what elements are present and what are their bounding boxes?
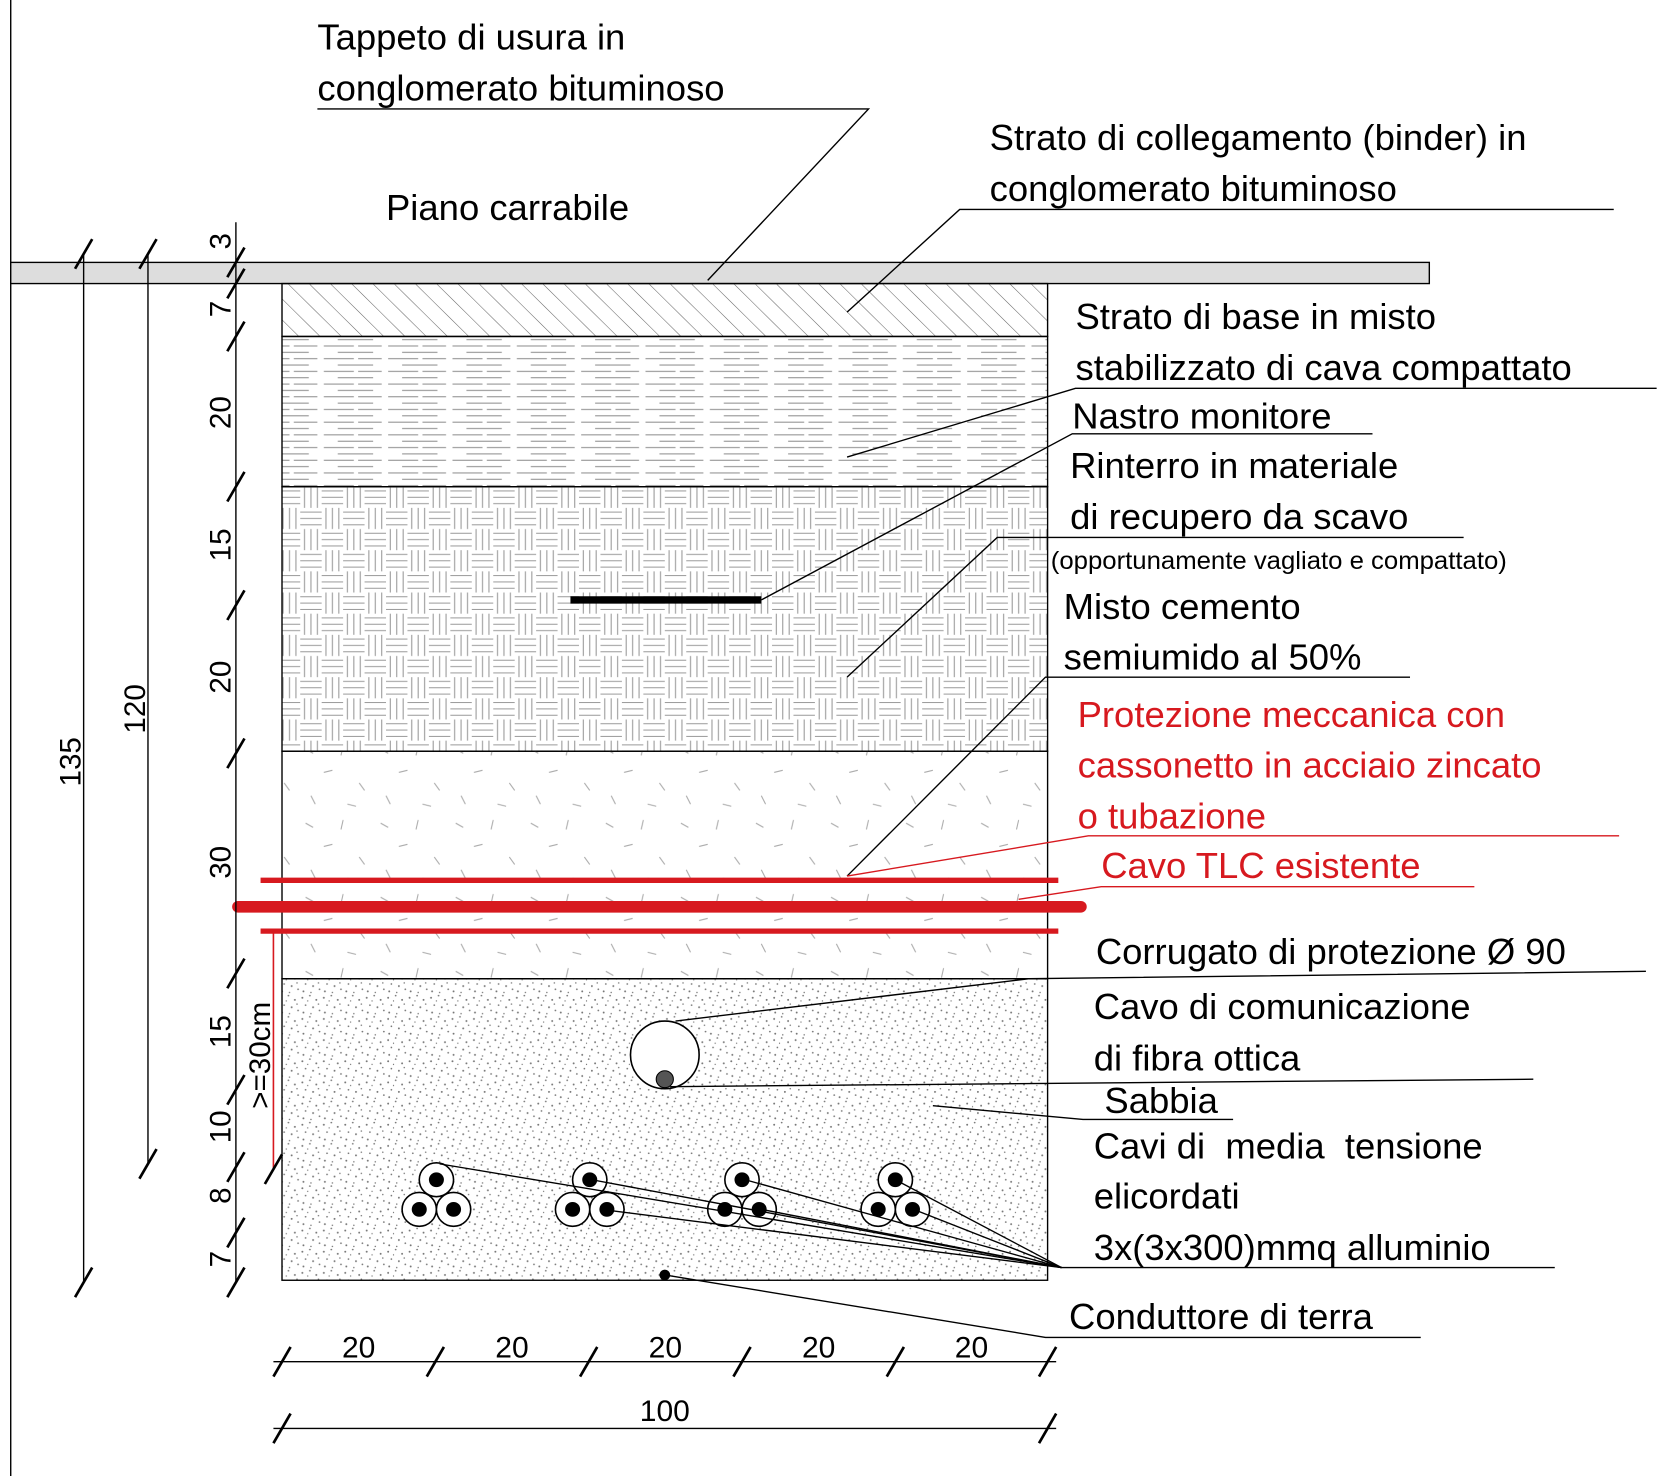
cable-core [428,1172,444,1188]
cable-core [904,1201,920,1217]
red-leaders [846,835,1620,901]
label: conglomerato bituminoso [990,168,1397,209]
label: Cavo TLC esistente [1101,845,1420,886]
cable-core [446,1201,462,1217]
dim-label: 20 [204,396,237,429]
dim-tick [226,1074,246,1106]
dim-label: 20 [204,661,237,694]
dim-label: 30 [204,846,237,879]
dim-label: 15 [204,528,237,561]
dim-tick [226,268,246,300]
dim-tick [226,957,246,989]
cable-core [870,1201,886,1217]
cable-core [599,1201,615,1217]
dim-label: 20 [649,1332,682,1365]
label: o tubazione [1078,796,1266,837]
cable-core [751,1201,767,1217]
dim-tick [226,1266,246,1298]
dim-tick [226,1151,246,1183]
conduit [629,1020,700,1090]
backfill-layer [281,486,1049,752]
dim-label: 15 [204,1015,237,1048]
label: Rinterro in materiale [1070,445,1398,486]
dim-label: 120 [119,684,152,733]
concrete-layer [281,750,1049,980]
dim-tick [138,1148,158,1180]
dim-label: 20 [955,1332,988,1365]
label: semiumido al 50% [1064,637,1362,678]
clearance-label: >=30cm [244,1002,277,1109]
dim-tick [226,589,246,621]
dim-label: 100 [640,1395,690,1428]
cable-core [582,1172,598,1188]
drawing: 3 7 20 15 20 30 15 10 8 7 20 20 20 20 20 Tappeto di us… [10,0,1657,1476]
dim-label: 8 [204,1187,237,1203]
dim-label: 10 [204,1110,237,1143]
label: Nastro monitore [1072,396,1331,437]
dim-tick [226,246,246,278]
dim-label: 7 [204,1251,237,1267]
dim-tick [263,1153,284,1185]
label: conglomerato bituminoso [317,68,724,109]
label: Conduttore di terra [1069,1296,1374,1337]
label: Cavo di comunicazione [1094,986,1471,1027]
cable-core [411,1201,427,1217]
label: di fibra ottica [1094,1038,1301,1079]
road-surface [10,261,1431,285]
dim-tick [226,737,246,769]
label: Strato di collegamento (binder) in [990,117,1527,158]
label: Strato di base in misto [1075,296,1436,337]
dim-label: 7 [204,301,237,317]
leaders [317,108,1657,1339]
cable-core [565,1201,581,1217]
dim-label: 20 [495,1332,528,1365]
cable-core [887,1172,903,1188]
dim-tick [226,471,246,503]
binder-layer [281,282,1049,338]
label: Tappeto di usura in [317,17,625,58]
label: di recupero da scavo [1070,496,1408,537]
dim-tick [73,238,94,270]
fiber-cable [655,1070,674,1089]
label: (opportunamente vagliato e compattato) [1051,547,1507,575]
dim-label: 135 [54,737,87,786]
label: Cavi di media tensione [1094,1126,1483,1167]
label: Piano carrabile [386,187,629,228]
mv-cables [401,1162,931,1228]
label: stabilizzato di cava compattato [1075,347,1571,388]
dim-tick [226,1217,246,1249]
label: Sabbia [1104,1080,1218,1121]
dim-label: 3 [204,233,237,249]
dim-tick [138,238,158,270]
label: Misto cemento [1064,586,1301,627]
dim-tick [73,1266,94,1298]
dim-label: 20 [342,1332,375,1365]
label: elicordati [1094,1176,1240,1217]
dim-label: 20 [802,1332,835,1365]
cable-core [734,1172,750,1188]
dim-tick [226,320,246,352]
label: Protezione meccanica con [1078,694,1505,735]
label: cassonetto in acciaio zincato [1078,745,1542,786]
base-layer [281,335,1049,488]
label: 3x(3x300)mmq alluminio [1094,1227,1491,1268]
label: Corrugato di protezione Ø 90 [1096,931,1566,972]
